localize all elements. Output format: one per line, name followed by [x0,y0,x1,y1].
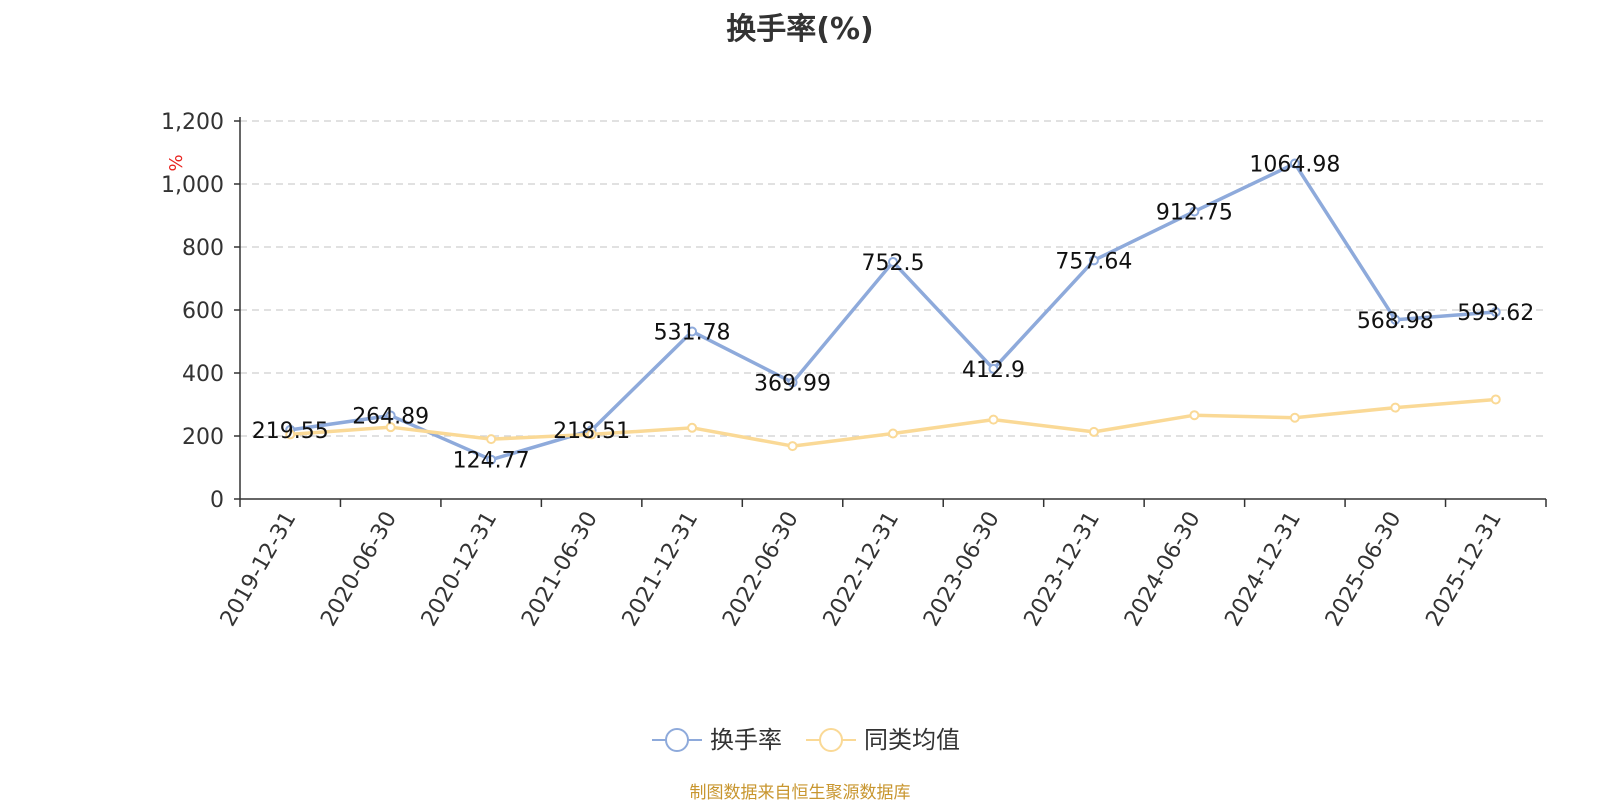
x-tick-label: 2024-12-31 [1220,508,1306,631]
data-point [385,422,396,433]
x-tick-label: 2024-06-30 [1120,508,1206,631]
data-point [1390,314,1401,325]
x-tick-label: 2022-06-30 [718,508,804,631]
x-tick-label: 2025-12-31 [1421,508,1507,631]
data-label: 124.77 [453,449,530,474]
x-tick-label: 2023-12-31 [1020,508,1106,631]
chart-title: 换手率(%) [726,12,874,47]
x-tick-label: 2025-06-30 [1321,508,1407,631]
legend-label: 同类均值 [864,726,960,754]
data-point [1490,307,1501,318]
data-point [1088,255,1099,266]
legend-item-1[interactable]: 换手率 [652,726,782,754]
x-tick-label: 2023-06-30 [919,508,1005,631]
data-label: 412.9 [962,358,1025,383]
data-label: 568.98 [1357,309,1434,334]
data-label: 531.78 [654,320,731,345]
source-note: 制图数据来自恒生聚源数据库 [689,783,911,803]
data-point [385,410,396,421]
data-label: 219.55 [252,419,329,444]
data-point [1289,412,1300,423]
data-point [1390,402,1401,413]
y-tick-label: 1,000 [161,173,224,198]
y-tick-label: 200 [182,425,224,450]
x-tick-label: 2021-12-31 [618,508,704,631]
y-tick-label: 0 [210,488,224,513]
data-point [1088,426,1099,437]
y-tick-label: 1,200 [161,110,224,135]
data-point [687,422,698,433]
x-tick-label: 2020-06-30 [316,508,402,631]
series [285,158,1501,465]
data-point [586,429,597,440]
legend[interactable]: 换手率 同类均值 [652,726,960,754]
data-point [687,326,698,337]
data-label: 757.64 [1055,249,1132,274]
data-point [1289,158,1300,169]
data-label: 218.51 [553,419,630,444]
data-point [1490,394,1501,405]
data-point [988,414,999,425]
y-tick-label: 800 [182,236,224,261]
data-point [486,434,497,445]
data-point [1189,410,1200,421]
grid-lines [240,120,1546,437]
axes: 0 200 400 600 800 1,000 1,200% 2019-12-31 2020-0… [161,110,1547,631]
data-point [888,256,898,267]
y-tick-label: 600 [182,299,224,324]
data-labels: 219.55 264.89 124.77 218.51 531.78 369.99 752.… [252,153,1535,474]
data-point [486,454,497,465]
x-tick-label: 2022-12-31 [819,508,905,631]
data-label: 912.75 [1156,200,1233,225]
x-tick-label: 2020-12-31 [417,507,503,630]
data-label: 593.62 [1457,301,1534,326]
legend-label: 换手率 [710,726,782,754]
x-tick-label: 2021-06-30 [517,508,603,631]
x-tick-label: 2019-12-31 [216,508,302,631]
data-point [787,377,798,388]
data-point [888,428,898,439]
data-label: 264.89 [352,405,429,430]
data-point [787,441,798,452]
data-point [285,429,296,440]
data-label: 1064.98 [1249,153,1340,178]
legend-item-2[interactable]: 同类均值 [806,726,960,754]
data-point [1189,206,1200,217]
series-line-2 [290,397,1496,448]
y-axis-unit-label: % [166,154,187,171]
y-tick-label: 400 [182,362,224,387]
data-point [988,363,999,374]
data-label: 752.5 [862,251,925,276]
legend-marker-icon [665,728,689,752]
data-label: 369.99 [754,371,831,396]
legend-marker-icon [819,728,843,752]
